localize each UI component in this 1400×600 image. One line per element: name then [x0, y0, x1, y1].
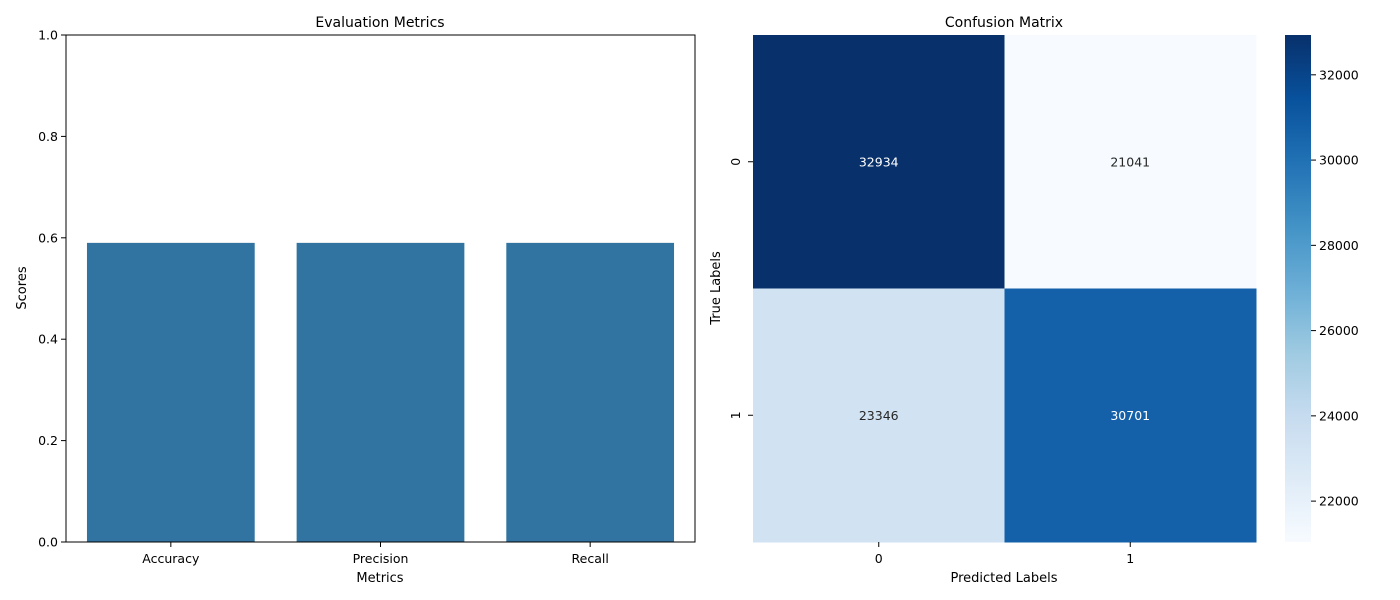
y-tick-label: 0.8: [38, 129, 58, 144]
heatmap-value-labels: 32934 21041 23346 30701: [859, 154, 1150, 423]
bar-chart-title: Evaluation Metrics: [315, 15, 444, 31]
heatmap-x-axis-label: Predicted Labels: [950, 571, 1057, 586]
y-tick-label: 0.0: [38, 535, 58, 550]
bar-chart-panel: Evaluation Metrics 0.0 0.2 0.4 0.6 0.8 1.0 Ac…: [15, 15, 696, 586]
heatmap-cell: [1004, 35, 1257, 289]
colorbar-tick-label: 24000: [1319, 408, 1359, 423]
y-tick-label: 1: [728, 411, 743, 419]
y-tick-label: 0.2: [38, 433, 58, 448]
cell-value-label: 21041: [1110, 154, 1150, 169]
heatmap-y-ticks: 01: [728, 158, 753, 419]
colorbar: [1285, 35, 1311, 542]
x-tick-label: Recall: [572, 551, 609, 566]
cell-value-label: 30701: [1110, 408, 1150, 423]
heatmap-cell: [753, 35, 1005, 289]
y-tick-label: 1.0: [38, 28, 58, 43]
y-tick-label: 0.6: [38, 230, 58, 245]
bar: [86, 242, 255, 542]
colorbar-ticks: 22000 24000 26000 28000 30000 32000: [1311, 67, 1359, 509]
heatmap-cells: [753, 35, 1257, 543]
colorbar-tick-label: 30000: [1319, 153, 1359, 168]
cell-value-label: 23346: [859, 408, 899, 423]
colorbar-tick-label: 28000: [1319, 238, 1359, 253]
y-axis-ticks: 0.0 0.2 0.4 0.6 0.8 1.0: [38, 28, 66, 550]
cell-value-label: 32934: [859, 154, 899, 169]
heatmap-y-axis-label: True Labels: [709, 251, 724, 326]
heatmap-cell: [1004, 288, 1257, 543]
bar: [296, 242, 465, 542]
colorbar-tick-label: 32000: [1319, 67, 1359, 82]
bar-series: [86, 242, 675, 542]
colorbar-tick-label: 26000: [1319, 323, 1359, 338]
bar: [506, 242, 675, 542]
heatmap-cell: [753, 288, 1005, 543]
x-axis-label: Metrics: [356, 571, 403, 586]
x-tick-label: Accuracy: [142, 551, 200, 566]
x-axis-ticks: Accuracy Precision Recall: [142, 542, 609, 566]
plot-frame: [65, 34, 696, 543]
y-axis-label: Scores: [15, 266, 30, 309]
y-tick-label: 0: [728, 158, 743, 166]
y-tick-label: 0.4: [38, 332, 58, 347]
colorbar-tick-label: 22000: [1319, 494, 1359, 509]
x-tick-label: 0: [875, 551, 883, 566]
heatmap-title: Confusion Matrix: [945, 15, 1063, 31]
x-tick-label: 1: [1126, 551, 1134, 566]
x-tick-label: Precision: [353, 551, 409, 566]
